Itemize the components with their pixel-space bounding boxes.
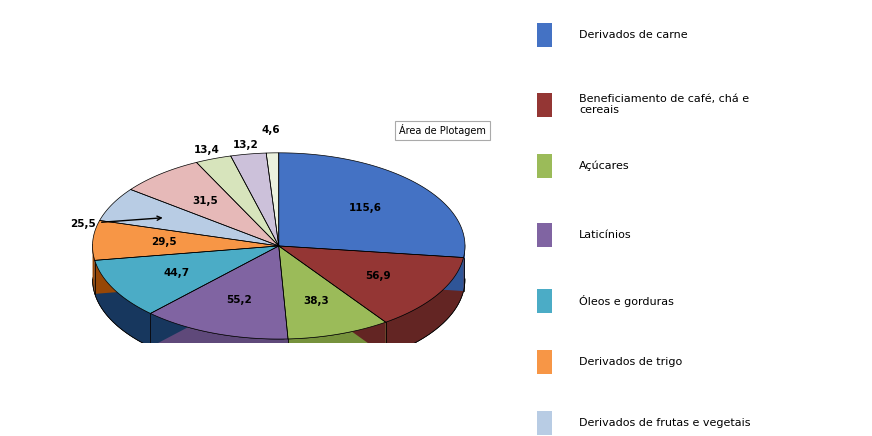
Text: 55,2: 55,2 [226, 295, 251, 305]
Polygon shape [95, 246, 279, 313]
Text: 31,5: 31,5 [193, 196, 218, 206]
Text: Derivados de carne: Derivados de carne [579, 30, 688, 40]
Polygon shape [288, 322, 385, 372]
Polygon shape [279, 246, 288, 372]
Text: Área de Plotagem: Área de Plotagem [399, 124, 486, 136]
Text: 38,3: 38,3 [303, 296, 329, 306]
Polygon shape [196, 156, 279, 246]
Polygon shape [92, 221, 279, 260]
Polygon shape [385, 258, 464, 356]
Polygon shape [279, 246, 385, 356]
FancyBboxPatch shape [537, 23, 553, 47]
Polygon shape [95, 260, 151, 347]
Polygon shape [95, 246, 279, 294]
Polygon shape [231, 153, 279, 246]
FancyBboxPatch shape [537, 350, 553, 374]
FancyBboxPatch shape [537, 289, 553, 313]
Polygon shape [279, 246, 464, 291]
Text: 4,6: 4,6 [262, 125, 280, 135]
Polygon shape [151, 246, 288, 339]
Polygon shape [279, 246, 385, 339]
Text: 29,5: 29,5 [151, 238, 176, 247]
Text: 56,9: 56,9 [364, 271, 391, 281]
Polygon shape [151, 313, 288, 373]
Polygon shape [92, 279, 465, 373]
Polygon shape [151, 246, 279, 347]
Polygon shape [464, 245, 465, 291]
Polygon shape [151, 246, 279, 347]
FancyBboxPatch shape [537, 153, 553, 178]
Polygon shape [279, 153, 465, 258]
Polygon shape [266, 153, 279, 246]
Text: 115,6: 115,6 [349, 203, 382, 213]
Text: Laticínios: Laticínios [579, 231, 631, 240]
Text: Óleos e gorduras: Óleos e gorduras [579, 295, 674, 307]
FancyBboxPatch shape [537, 92, 553, 116]
Polygon shape [92, 244, 95, 294]
Polygon shape [95, 246, 279, 294]
Text: Açúcares: Açúcares [579, 160, 630, 171]
Text: 25,5: 25,5 [71, 216, 161, 228]
Polygon shape [99, 190, 279, 246]
FancyBboxPatch shape [537, 224, 553, 248]
Text: Derivados de frutas e vegetais: Derivados de frutas e vegetais [579, 418, 751, 428]
Text: 13,4: 13,4 [194, 145, 220, 155]
Polygon shape [131, 162, 279, 246]
Polygon shape [279, 246, 288, 372]
Text: 13,2: 13,2 [232, 140, 258, 150]
Polygon shape [279, 246, 385, 356]
Text: 44,7: 44,7 [163, 268, 189, 278]
Polygon shape [279, 246, 464, 322]
Text: Derivados de trigo: Derivados de trigo [579, 357, 682, 367]
FancyBboxPatch shape [537, 411, 553, 435]
Text: Beneficiamento de café, chá e
cereais: Beneficiamento de café, chá e cereais [579, 94, 749, 116]
Polygon shape [279, 246, 464, 291]
